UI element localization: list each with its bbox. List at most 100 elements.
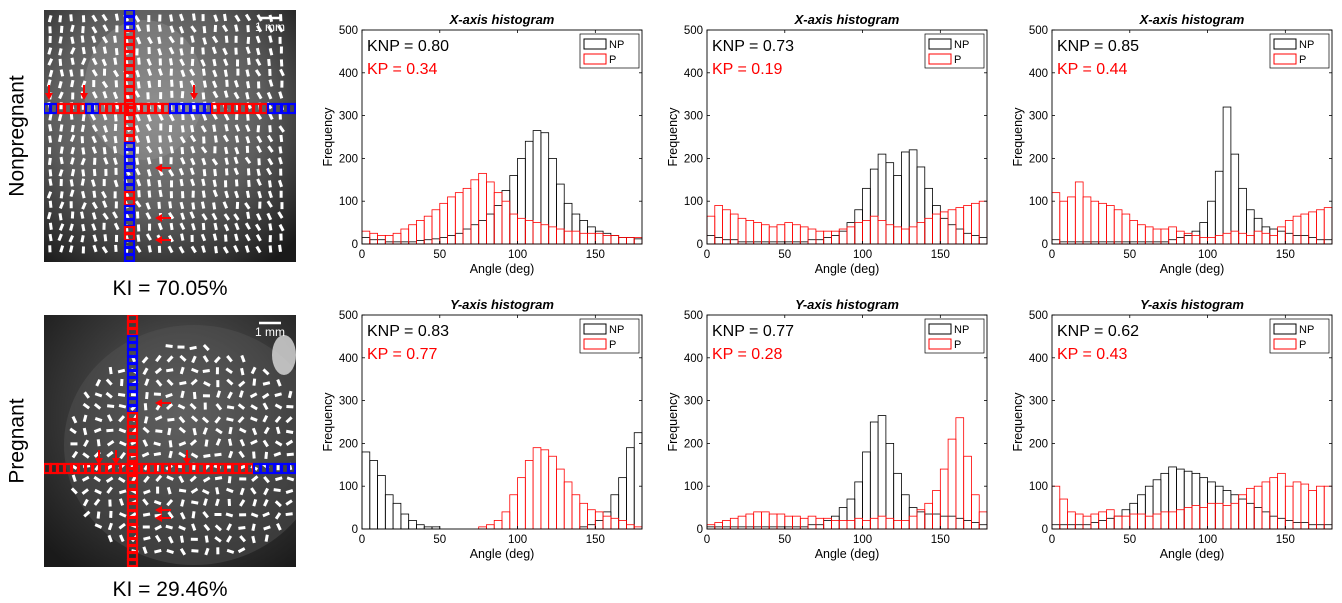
bar (493, 520, 503, 530)
bar (924, 217, 933, 245)
bar (893, 175, 902, 245)
x-tick-label: 100 (508, 249, 527, 261)
bar (579, 232, 588, 245)
bar (753, 511, 762, 530)
bar (838, 520, 848, 530)
bar (1300, 235, 1310, 245)
x-tick-label: 50 (433, 249, 446, 261)
bar (563, 202, 573, 245)
bar (901, 494, 910, 530)
y-tick-label: 200 (339, 438, 358, 450)
bar (1191, 230, 1201, 245)
y-tick-label: 500 (339, 310, 358, 322)
scale-bar-label: 1 mm (255, 20, 285, 34)
bar (1308, 490, 1317, 530)
bar (1246, 502, 1255, 530)
bar (1222, 106, 1232, 245)
bar (1113, 515, 1123, 530)
y-tick-label: 400 (1029, 68, 1048, 80)
bar (1137, 224, 1146, 245)
y-tick-label: 100 (1029, 481, 1048, 493)
bar (594, 520, 604, 530)
bar (1308, 237, 1317, 245)
bar (1214, 502, 1224, 530)
bar (1074, 181, 1084, 245)
row-label-pregnant: Pregnant (0, 315, 36, 567)
bar (1222, 232, 1232, 245)
bar (1284, 220, 1294, 245)
x-axis-label: Angle (deg) (470, 547, 535, 561)
bar (1121, 515, 1131, 530)
bar (722, 209, 731, 245)
bar (416, 240, 425, 245)
bar (1269, 515, 1278, 530)
y-tick-label: 300 (684, 396, 703, 408)
legend-entry: P (954, 339, 961, 351)
bar (1121, 213, 1131, 245)
bar (885, 224, 895, 245)
bar (532, 130, 542, 245)
bar (846, 520, 856, 530)
bar (587, 232, 596, 245)
bar (1214, 235, 1224, 245)
bar (729, 239, 739, 245)
bar (1230, 494, 1240, 530)
micrograph-nonpregnant: 1 mm (44, 10, 296, 262)
bar (470, 179, 480, 245)
bar (932, 213, 941, 245)
x-tick-label: 50 (433, 534, 446, 546)
bar (1183, 507, 1193, 530)
bar (846, 222, 856, 245)
bar (1238, 498, 1247, 530)
bar (1199, 237, 1208, 245)
bar (846, 226, 856, 245)
bar (1106, 509, 1115, 530)
bar (1160, 511, 1170, 530)
bar (571, 213, 581, 245)
bar (1144, 485, 1154, 530)
bar (1323, 239, 1333, 245)
bar (602, 515, 612, 530)
bar (540, 449, 550, 530)
bar (877, 515, 887, 530)
bar (854, 517, 863, 530)
bar (1059, 524, 1068, 530)
bar (361, 451, 371, 530)
bar (854, 222, 863, 245)
bar (978, 237, 988, 245)
bar (831, 515, 840, 530)
x-tick-label: 50 (778, 249, 791, 261)
bar (556, 468, 565, 530)
legend: NP P (579, 318, 640, 354)
x-tick-label: 150 (586, 534, 605, 546)
y-tick-label: 300 (339, 111, 358, 123)
y-tick-label: 500 (684, 25, 703, 37)
y-tick-label: 500 (1029, 310, 1048, 322)
bar (633, 432, 643, 530)
chart-title: Y-axis histogram (1140, 297, 1244, 312)
bar (1051, 239, 1061, 245)
bar (1144, 226, 1154, 245)
bar (517, 157, 526, 245)
chart-title: X-axis histogram (1139, 12, 1245, 27)
chart-title-axis: Y (1140, 297, 1150, 312)
bar (761, 224, 770, 245)
bar (1113, 209, 1123, 245)
bar (524, 460, 534, 530)
bar (486, 213, 495, 245)
bar (369, 239, 378, 245)
bar (939, 515, 949, 530)
knp-value: KNP = 0.73 (712, 38, 794, 55)
bar (1323, 485, 1333, 530)
chart-title-rest: -axis histogram (1148, 12, 1245, 27)
y-tick-label: 100 (684, 481, 703, 493)
bar (908, 515, 918, 530)
bar (1300, 522, 1310, 530)
bar (745, 220, 755, 245)
bar (563, 230, 573, 245)
plot-frame (706, 314, 988, 530)
bar (939, 217, 949, 245)
bar (579, 220, 588, 245)
bar (1292, 481, 1302, 530)
bar (1106, 205, 1115, 245)
